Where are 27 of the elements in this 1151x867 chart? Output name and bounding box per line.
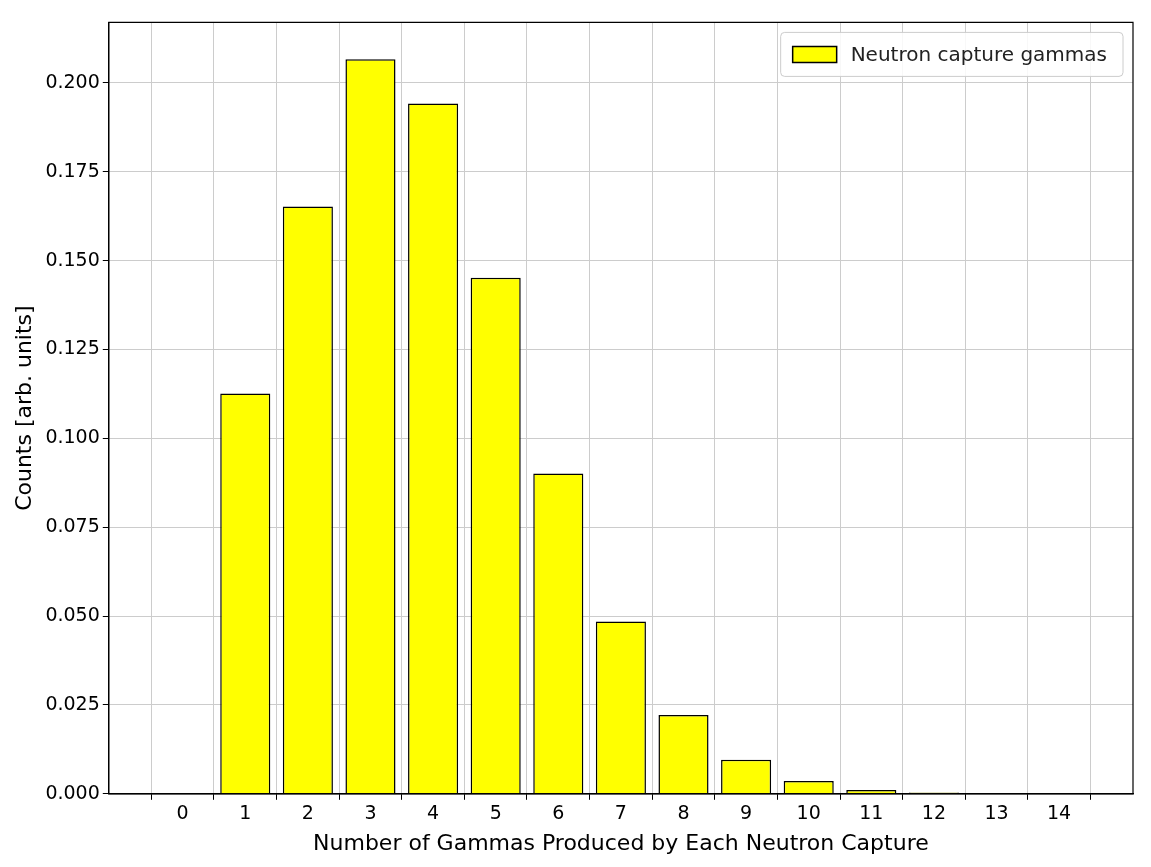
x-tick-label: 14 — [1047, 801, 1072, 824]
x-tick-label: 7 — [614, 801, 627, 824]
y-tick-label: 0.075 — [45, 514, 100, 537]
x-tick-label: 13 — [984, 801, 1009, 824]
y-tick-label: 0.125 — [45, 336, 100, 359]
x-tick-label: 4 — [427, 801, 440, 824]
x-tick-label: 1 — [239, 801, 252, 824]
x-axis-title: Number of Gammas Produced by Each Neutron Capture — [313, 829, 929, 855]
x-tick-label: 9 — [740, 801, 753, 824]
y-tick-label: 0.175 — [45, 158, 100, 181]
x-tick-label: 5 — [489, 801, 502, 824]
y-tick-label: 0.200 — [45, 69, 100, 92]
y-axis-title: Counts [arb. units] — [10, 305, 36, 511]
y-tick-label: 0.100 — [45, 425, 100, 448]
x-tick-label: 6 — [552, 801, 565, 824]
x-tick-label: 11 — [859, 801, 884, 824]
y-tick-label: 0.050 — [45, 603, 100, 625]
x-tick-label: 10 — [796, 801, 821, 824]
x-tick-label: 0 — [176, 801, 189, 824]
x-tick-label: 3 — [364, 801, 377, 824]
y-tick-label: 0.000 — [45, 780, 100, 803]
legend-label: Neutron capture gammas — [850, 41, 1108, 66]
x-tick-label: 12 — [921, 801, 947, 824]
y-tick-label: 0.025 — [45, 691, 100, 714]
y-tick-label: 0.150 — [45, 247, 100, 270]
x-tick-label: 8 — [677, 801, 690, 824]
x-tick-label: 2 — [301, 801, 314, 824]
